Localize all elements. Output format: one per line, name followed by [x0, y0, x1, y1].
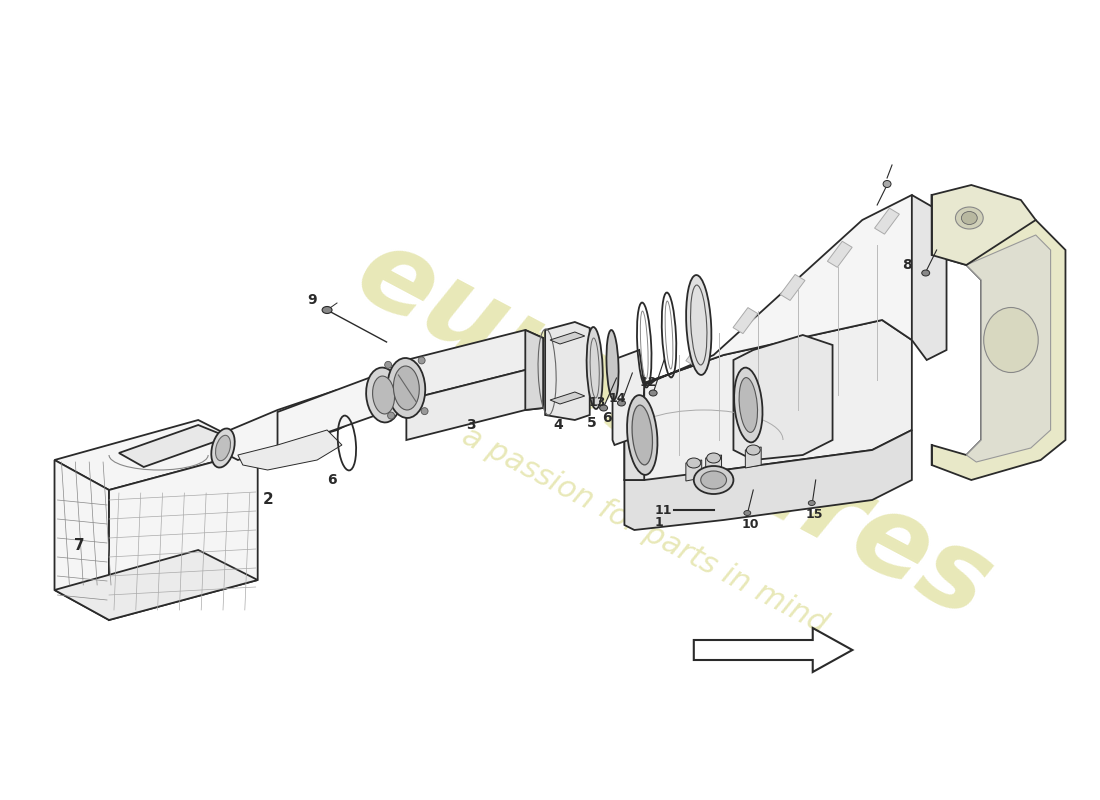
Polygon shape: [932, 195, 1066, 480]
Text: 12: 12: [639, 375, 657, 389]
Polygon shape: [733, 308, 758, 334]
Text: a passion for parts in mind: a passion for parts in mind: [456, 421, 832, 639]
Polygon shape: [912, 195, 946, 360]
Polygon shape: [686, 460, 702, 481]
Polygon shape: [932, 185, 1036, 265]
Ellipse shape: [627, 395, 658, 475]
Text: 13: 13: [588, 395, 606, 409]
Text: 6: 6: [327, 473, 337, 487]
Text: 4: 4: [553, 418, 563, 432]
Text: 5: 5: [586, 416, 596, 430]
Ellipse shape: [617, 400, 626, 406]
Ellipse shape: [387, 358, 426, 418]
Polygon shape: [406, 330, 543, 400]
Text: 10: 10: [741, 518, 759, 530]
Ellipse shape: [421, 408, 428, 414]
Ellipse shape: [744, 510, 751, 515]
Ellipse shape: [586, 327, 603, 409]
Polygon shape: [550, 392, 585, 404]
Ellipse shape: [808, 501, 815, 506]
Ellipse shape: [649, 390, 657, 396]
Polygon shape: [686, 341, 711, 366]
Ellipse shape: [961, 211, 977, 225]
Text: eurospares: eurospares: [339, 218, 1009, 642]
Ellipse shape: [211, 429, 234, 467]
Polygon shape: [55, 460, 109, 620]
Polygon shape: [406, 370, 543, 440]
Polygon shape: [109, 450, 257, 620]
Ellipse shape: [746, 445, 760, 455]
Polygon shape: [550, 332, 585, 344]
Polygon shape: [625, 195, 926, 390]
Polygon shape: [967, 235, 1050, 462]
Ellipse shape: [734, 368, 762, 442]
Polygon shape: [55, 550, 257, 620]
Polygon shape: [526, 330, 543, 410]
Text: 2: 2: [263, 493, 274, 507]
Polygon shape: [218, 390, 366, 460]
Ellipse shape: [385, 362, 392, 368]
Polygon shape: [746, 447, 761, 468]
Ellipse shape: [686, 458, 701, 468]
Polygon shape: [277, 375, 392, 450]
Text: 3: 3: [465, 418, 475, 432]
Text: 11: 11: [654, 503, 672, 517]
Ellipse shape: [983, 307, 1038, 373]
Ellipse shape: [600, 405, 607, 411]
Ellipse shape: [883, 181, 891, 187]
Ellipse shape: [739, 378, 758, 433]
Ellipse shape: [686, 275, 712, 375]
Text: 9: 9: [307, 293, 317, 307]
Text: 6: 6: [603, 411, 613, 425]
Polygon shape: [119, 425, 228, 467]
Ellipse shape: [632, 405, 652, 465]
Text: 7: 7: [75, 538, 85, 553]
Text: 1: 1: [654, 517, 663, 530]
Polygon shape: [780, 274, 805, 301]
Ellipse shape: [706, 453, 721, 463]
Ellipse shape: [322, 306, 332, 314]
Ellipse shape: [216, 435, 231, 461]
Polygon shape: [827, 242, 853, 267]
Ellipse shape: [387, 412, 395, 419]
Polygon shape: [706, 455, 722, 476]
Polygon shape: [546, 322, 590, 420]
Text: 15: 15: [806, 509, 823, 522]
Polygon shape: [625, 320, 912, 485]
Ellipse shape: [373, 376, 395, 414]
Polygon shape: [613, 350, 645, 445]
Ellipse shape: [701, 471, 726, 489]
Ellipse shape: [366, 367, 402, 422]
Polygon shape: [625, 430, 912, 530]
Ellipse shape: [694, 466, 734, 494]
Polygon shape: [55, 420, 257, 490]
Ellipse shape: [922, 270, 930, 276]
Polygon shape: [625, 385, 645, 480]
Polygon shape: [874, 208, 900, 234]
Text: 14: 14: [608, 391, 626, 405]
Ellipse shape: [606, 330, 618, 400]
Polygon shape: [238, 430, 342, 470]
Polygon shape: [734, 335, 833, 460]
Ellipse shape: [418, 357, 425, 364]
Ellipse shape: [956, 207, 983, 229]
Ellipse shape: [394, 366, 419, 410]
Text: 8: 8: [902, 258, 912, 272]
